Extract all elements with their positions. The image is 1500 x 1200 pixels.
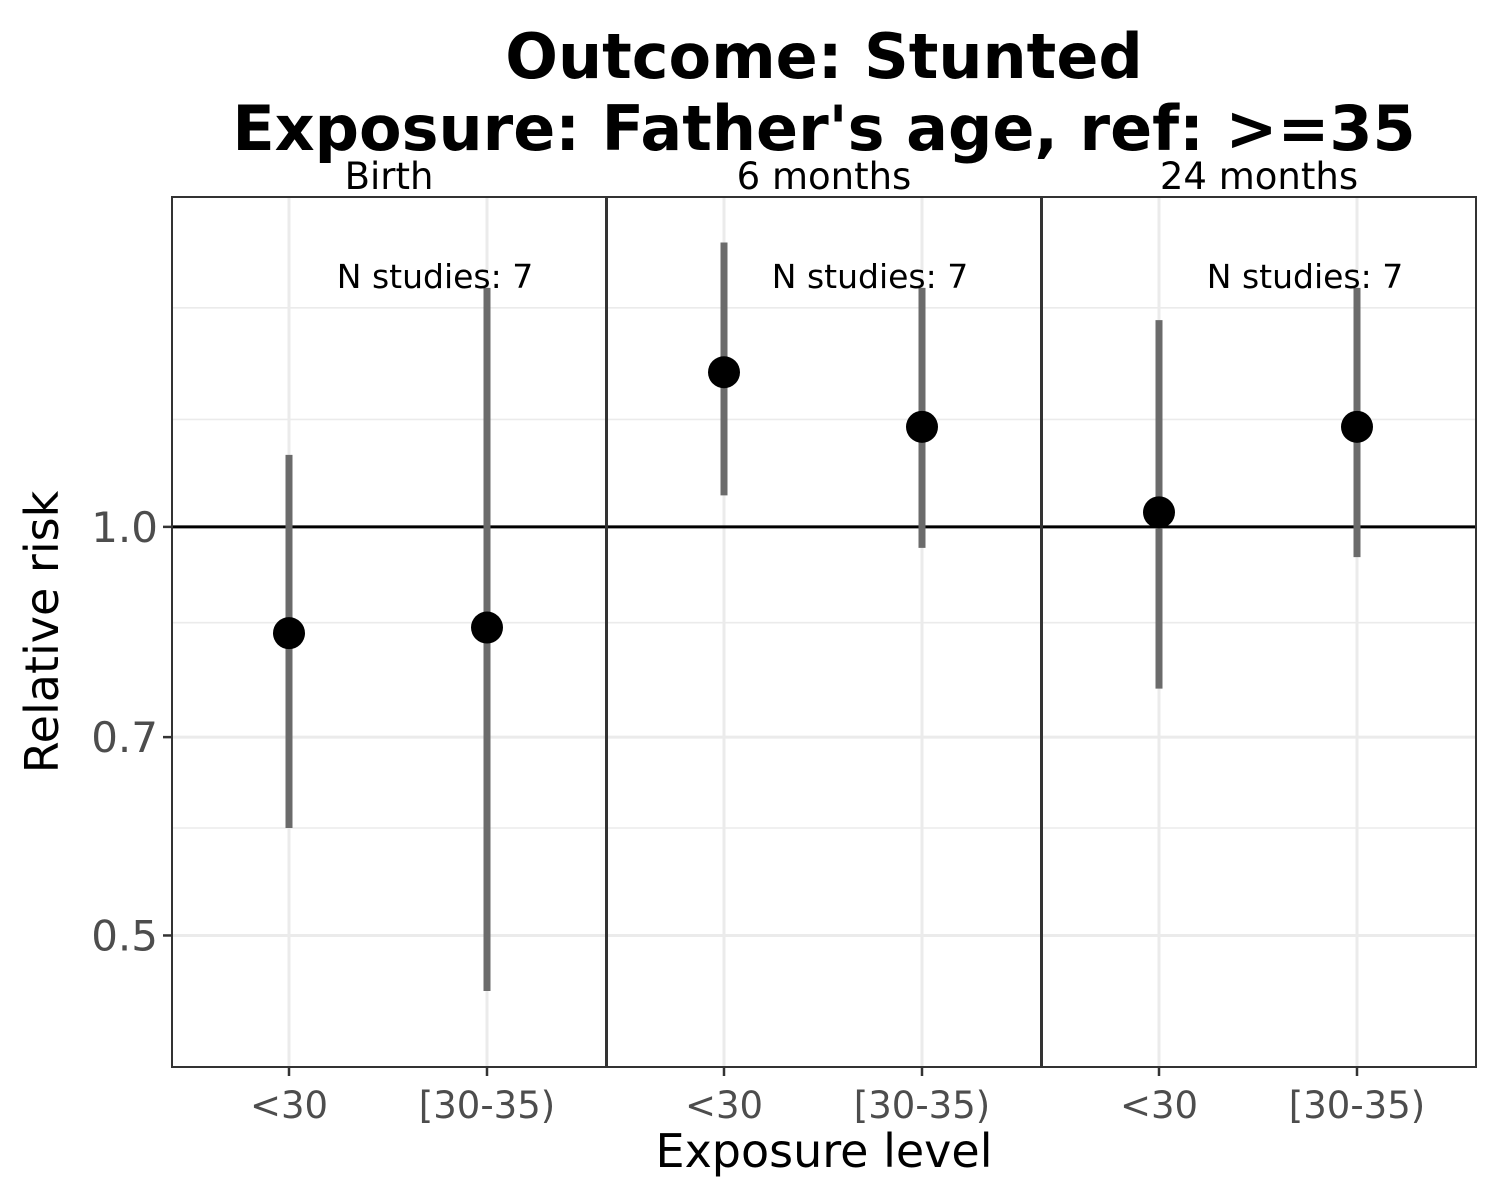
panel-label-birth: Birth xyxy=(345,155,434,198)
x-tick-label: <30 xyxy=(1120,1084,1198,1127)
point-estimate-birth-1 xyxy=(471,611,503,644)
panel-label-6-months: 6 months xyxy=(737,155,912,198)
x-axis-title: Exposure level xyxy=(656,1124,993,1178)
panel-background-6-months xyxy=(607,197,1041,1067)
point-estimate-birth-0 xyxy=(273,617,305,650)
panel-annotation-6-months: N studies: 7 xyxy=(772,257,968,296)
y-tick-label: 0.5 xyxy=(91,911,158,960)
point-estimate-6-months-0 xyxy=(708,356,740,389)
x-tick-label: [30-35) xyxy=(1289,1084,1425,1127)
panel-background-birth xyxy=(172,197,606,1067)
x-tick-label: <30 xyxy=(685,1084,763,1127)
x-tick-label: [30-35) xyxy=(854,1084,990,1127)
panel-annotation-24-months: N studies: 7 xyxy=(1207,257,1403,296)
x-tick-label: <30 xyxy=(250,1084,328,1127)
panel-border-24-months xyxy=(1041,196,1477,1068)
point-estimate-24-months-0 xyxy=(1143,496,1175,529)
point-estimate-6-months-1 xyxy=(906,410,938,443)
panel-annotation-birth: N studies: 7 xyxy=(337,257,533,296)
y-axis-title: Relative risk xyxy=(15,490,69,773)
panel-background-24-months xyxy=(1042,197,1476,1067)
x-tick-label: [30-35) xyxy=(419,1084,555,1127)
chart-title-line-2: Exposure: Father's age, ref: >=35 xyxy=(232,92,1415,165)
y-tick-label: 1.0 xyxy=(91,503,158,552)
point-estimate-24-months-1 xyxy=(1341,410,1373,443)
chart-title-line-1: Outcome: Stunted xyxy=(505,20,1143,93)
y-tick-label: 0.7 xyxy=(91,713,158,762)
panel-label-24-months: 24 months xyxy=(1160,155,1358,198)
